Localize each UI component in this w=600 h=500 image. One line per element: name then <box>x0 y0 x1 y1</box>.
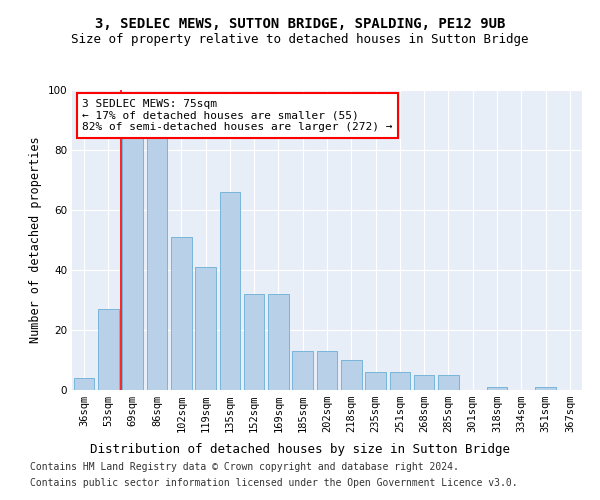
Bar <box>195 267 216 390</box>
Bar <box>389 372 410 390</box>
Bar <box>74 378 94 390</box>
Bar <box>341 360 362 390</box>
Bar <box>292 351 313 390</box>
Bar <box>268 294 289 390</box>
Bar <box>535 387 556 390</box>
Text: 3 SEDLEC MEWS: 75sqm
← 17% of detached houses are smaller (55)
82% of semi-detac: 3 SEDLEC MEWS: 75sqm ← 17% of detached h… <box>82 99 392 132</box>
Text: Contains HM Land Registry data © Crown copyright and database right 2024.: Contains HM Land Registry data © Crown c… <box>30 462 459 472</box>
Y-axis label: Number of detached properties: Number of detached properties <box>29 136 42 344</box>
Bar <box>365 372 386 390</box>
Text: Size of property relative to detached houses in Sutton Bridge: Size of property relative to detached ho… <box>71 32 529 46</box>
Bar <box>317 351 337 390</box>
Text: 3, SEDLEC MEWS, SUTTON BRIDGE, SPALDING, PE12 9UB: 3, SEDLEC MEWS, SUTTON BRIDGE, SPALDING,… <box>95 18 505 32</box>
Bar <box>122 135 143 390</box>
Bar <box>220 192 240 390</box>
Bar <box>146 135 167 390</box>
Bar <box>487 387 508 390</box>
Bar <box>244 294 265 390</box>
Bar <box>414 375 434 390</box>
Text: Distribution of detached houses by size in Sutton Bridge: Distribution of detached houses by size … <box>90 442 510 456</box>
Bar <box>171 237 191 390</box>
Bar <box>438 375 459 390</box>
Text: Contains public sector information licensed under the Open Government Licence v3: Contains public sector information licen… <box>30 478 518 488</box>
Bar <box>98 309 119 390</box>
